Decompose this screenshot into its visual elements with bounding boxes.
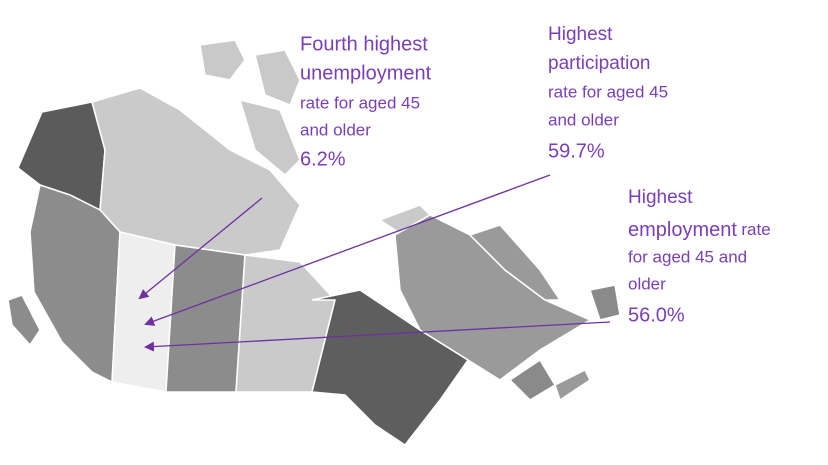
nunavut-islands [238, 98, 301, 177]
newfoundland [589, 284, 621, 321]
annotation-line: and older [548, 110, 619, 129]
annotation-line: older [628, 274, 666, 293]
annotation-line: rate for aged 45 [548, 82, 668, 101]
nunavut-islands [199, 39, 246, 81]
annotation-line: unemployment [300, 62, 432, 84]
quebec [394, 214, 592, 381]
labrador [468, 224, 562, 301]
annotation-line: for aged 45 and [628, 247, 747, 266]
nunavut-islands [254, 49, 301, 106]
ontario [311, 289, 470, 447]
annotation: Highest participation rate for aged 45 a… [548, 24, 668, 162]
annotation-line: rate for aged 45 [300, 93, 420, 112]
annotation-line: Fourth highest [300, 33, 428, 55]
annotation-value: 59.7% [548, 140, 605, 162]
annotation-line: participation [548, 53, 650, 74]
map [7, 39, 621, 447]
annotation-line: employment rate [628, 219, 771, 241]
arrows [138, 174, 611, 352]
annotation-value: 6.2% [300, 148, 346, 170]
annotation-word: rate [741, 220, 770, 239]
annotation-line: and older [300, 120, 371, 139]
annotation-line: Highest [548, 24, 613, 45]
annotation-value: 56.0% [628, 304, 685, 326]
nova-scotia [554, 368, 591, 402]
british-columbia [29, 184, 121, 384]
annotation-line: Highest [628, 187, 693, 208]
arrow [144, 321, 611, 352]
vancouver-island [7, 294, 41, 347]
alberta [111, 231, 176, 393]
annotation-word: employment [628, 219, 737, 241]
annotation: Highest employment rate for aged 45 and … [628, 187, 771, 326]
arrow [144, 174, 551, 326]
annotation: Fourth highest unemployment rate for age… [300, 33, 432, 170]
arrow [138, 197, 263, 300]
